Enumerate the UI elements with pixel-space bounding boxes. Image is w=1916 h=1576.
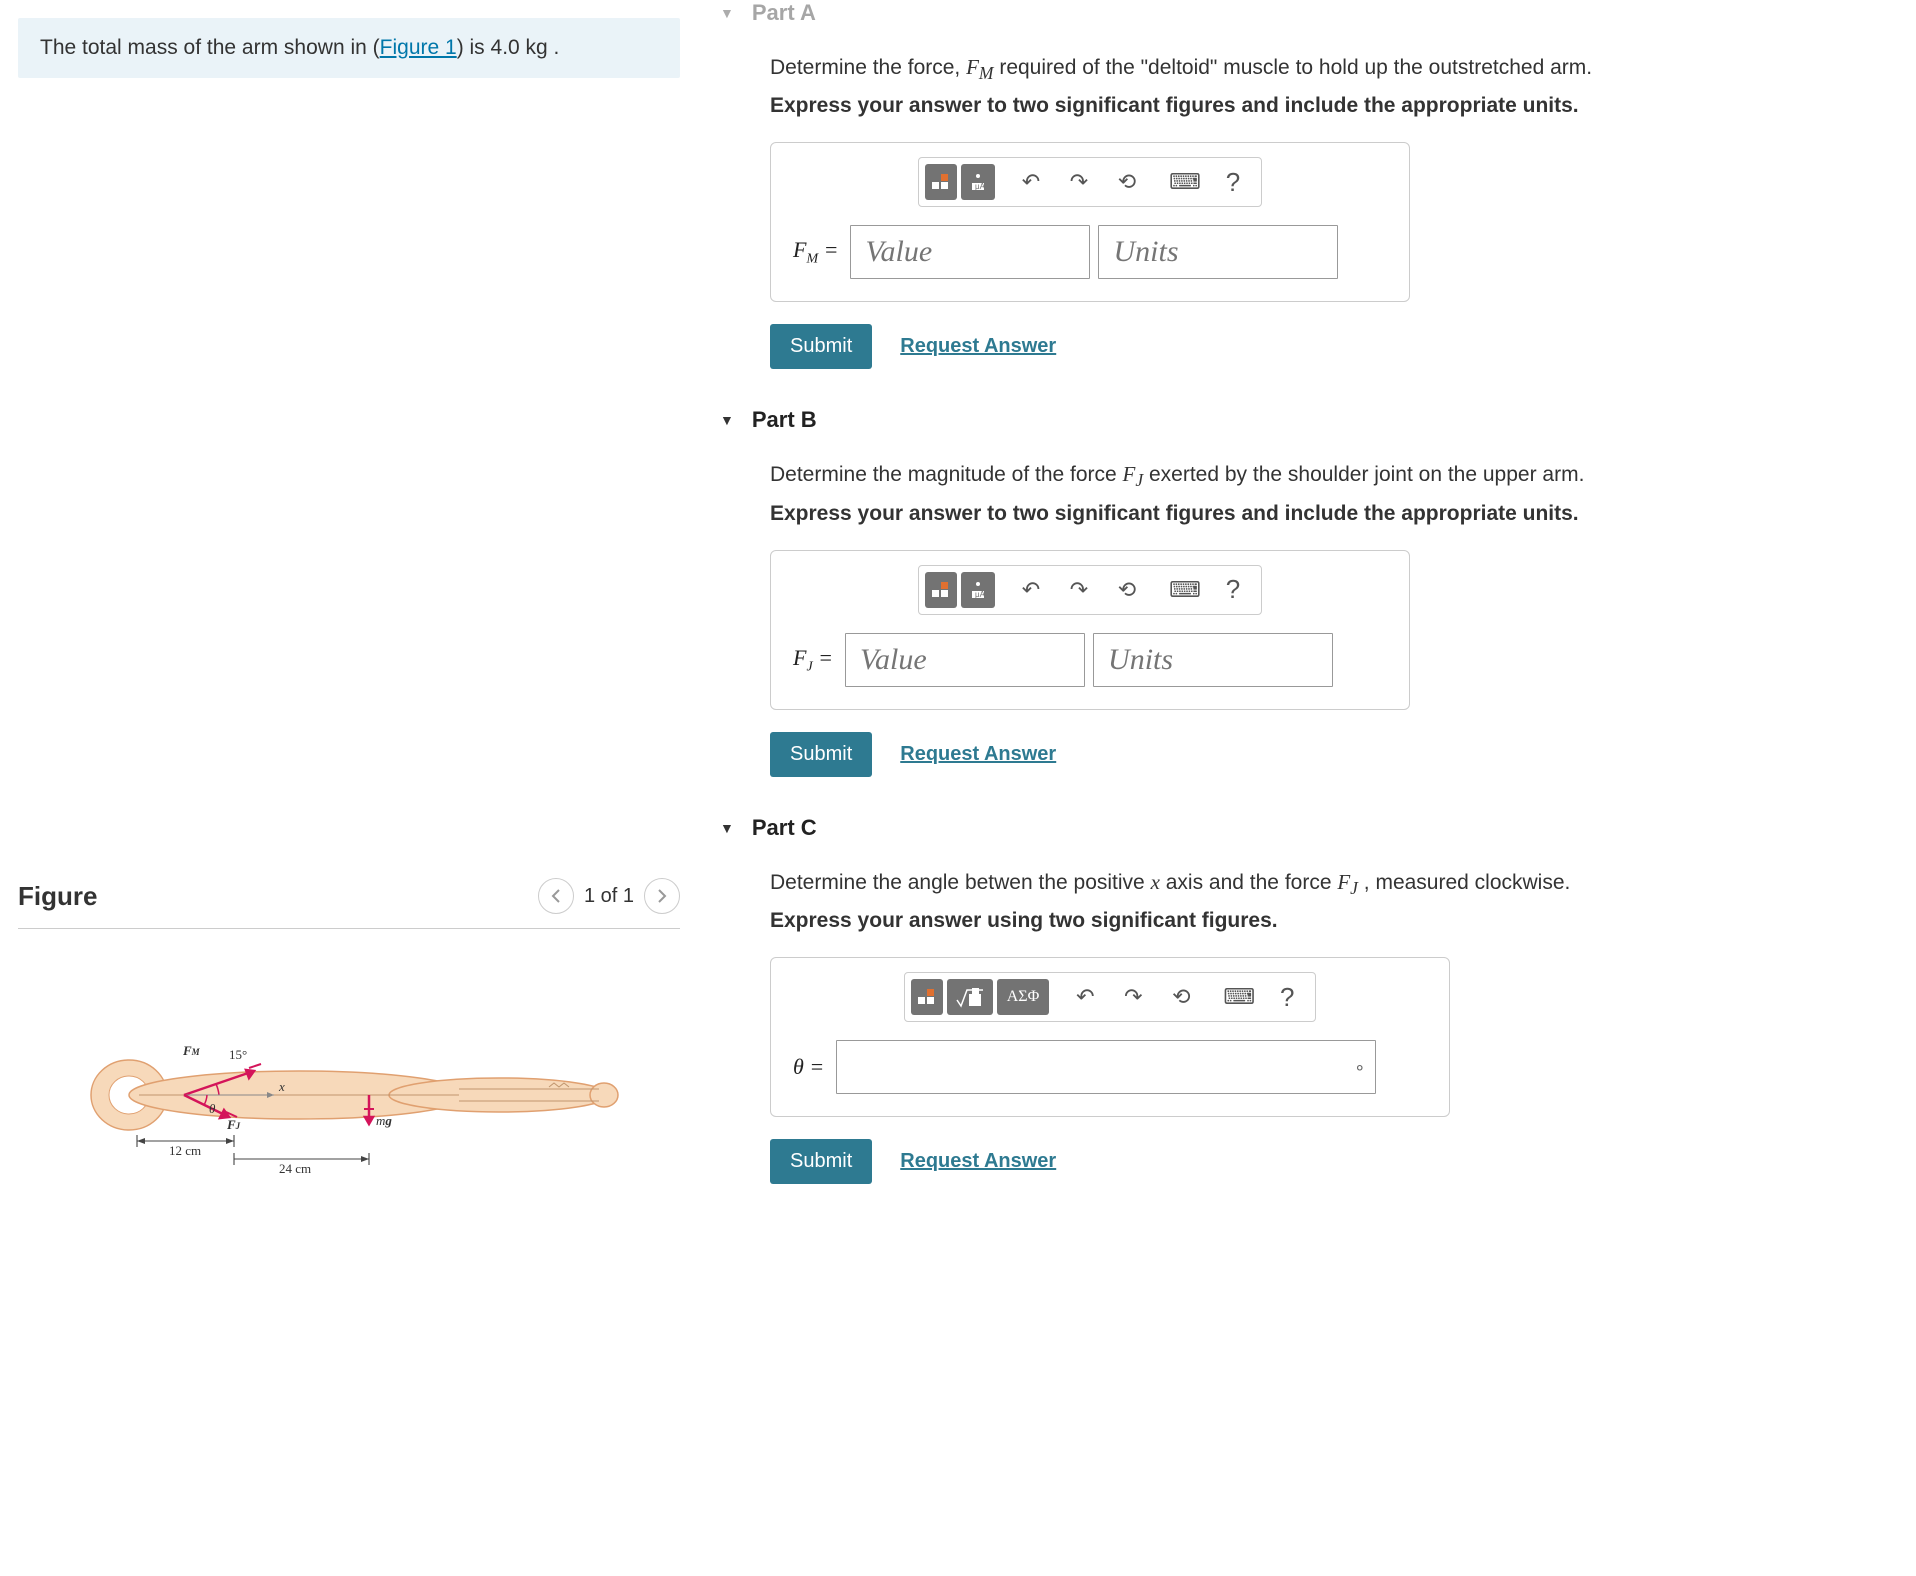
figure-link[interactable]: Figure 1	[380, 36, 457, 59]
part-c-question: Determine the angle betwen the positive …	[770, 867, 1886, 901]
answer-label: θ =	[789, 1054, 828, 1080]
part-a-title[interactable]: Part A	[752, 0, 816, 26]
answer-label: FM =	[789, 237, 842, 267]
help-icon[interactable]: ?	[1265, 979, 1309, 1015]
part-a-question: Determine the force, FM required of the …	[770, 52, 1886, 86]
keyboard-icon[interactable]: ⌨	[1163, 572, 1207, 608]
part-b-hint: Express your answer to two significant f…	[770, 502, 1886, 526]
request-answer-link[interactable]: Request Answer	[900, 743, 1056, 766]
figure-diagram: FM 15° x FJ θ mg 12 cm 24 cm	[18, 929, 680, 1234]
request-answer-link[interactable]: Request Answer	[900, 1150, 1056, 1173]
part-c-hint: Express your answer using two significan…	[770, 909, 1886, 933]
units-input[interactable]	[1093, 633, 1333, 687]
template-icon[interactable]	[925, 572, 957, 608]
svg-text:24 cm: 24 cm	[279, 1161, 311, 1176]
svg-text:θ: θ	[209, 1101, 216, 1116]
figure-title: Figure	[18, 881, 97, 912]
svg-text:μA: μA	[975, 182, 986, 191]
units-input[interactable]	[1098, 225, 1338, 279]
problem-statement: The total mass of the arm shown in (Figu…	[18, 18, 680, 78]
reset-icon[interactable]: ⟲	[1105, 164, 1149, 200]
theta-input[interactable]	[836, 1040, 1376, 1094]
svg-text:mg: mg	[376, 1113, 392, 1128]
value-input[interactable]	[850, 225, 1090, 279]
figure-counter: 1 of 1	[584, 885, 634, 908]
submit-button[interactable]: Submit	[770, 732, 872, 777]
undo-icon[interactable]: ↶	[1009, 164, 1053, 200]
answer-toolbar: μA ↶ ↷ ⟲ ⌨ ?	[918, 157, 1262, 207]
chevron-down-icon: ▼	[720, 412, 734, 428]
submit-button[interactable]: Submit	[770, 324, 872, 369]
keyboard-icon[interactable]: ⌨	[1163, 164, 1207, 200]
redo-icon[interactable]: ↷	[1111, 979, 1155, 1015]
sqrt-icon[interactable]	[947, 979, 993, 1015]
figure-next-button[interactable]	[644, 878, 680, 914]
svg-text:FJ: FJ	[226, 1117, 241, 1132]
subscript-icon[interactable]: μA	[961, 572, 995, 608]
svg-text:x: x	[278, 1079, 285, 1094]
figure-prev-button[interactable]	[538, 878, 574, 914]
degree-symbol: ∘	[1354, 1057, 1365, 1078]
redo-icon[interactable]: ↷	[1057, 572, 1101, 608]
part-a-hint: Express your answer to two significant f…	[770, 94, 1886, 118]
svg-text:FM: FM	[182, 1043, 201, 1058]
help-icon[interactable]: ?	[1211, 572, 1255, 608]
value-input[interactable]	[845, 633, 1085, 687]
answer-label: FJ =	[789, 645, 837, 675]
answer-toolbar: ΑΣΦ ↶ ↷ ⟲ ⌨ ?	[904, 972, 1317, 1022]
template-icon[interactable]	[925, 164, 957, 200]
undo-icon[interactable]: ↶	[1063, 979, 1107, 1015]
subscript-icon[interactable]: μA	[961, 164, 995, 200]
chevron-down-icon: ▼	[720, 820, 734, 836]
template-icon[interactable]	[911, 979, 943, 1015]
reset-icon[interactable]: ⟲	[1105, 572, 1149, 608]
answer-toolbar: μA ↶ ↷ ⟲ ⌨ ?	[918, 565, 1262, 615]
chevron-down-icon: ▼	[720, 5, 734, 21]
svg-text:μA: μA	[975, 590, 986, 599]
svg-text:12 cm: 12 cm	[169, 1143, 201, 1158]
undo-icon[interactable]: ↶	[1009, 572, 1053, 608]
part-c-title[interactable]: Part C	[752, 815, 817, 841]
submit-button[interactable]: Submit	[770, 1139, 872, 1184]
svg-text:15°: 15°	[229, 1047, 247, 1062]
part-b-title[interactable]: Part B	[752, 407, 817, 433]
help-icon[interactable]: ?	[1211, 164, 1255, 200]
reset-icon[interactable]: ⟲	[1159, 979, 1203, 1015]
keyboard-icon[interactable]: ⌨	[1217, 979, 1261, 1015]
greek-icon[interactable]: ΑΣΦ	[997, 979, 1050, 1015]
request-answer-link[interactable]: Request Answer	[900, 335, 1056, 358]
redo-icon[interactable]: ↷	[1057, 164, 1101, 200]
part-b-question: Determine the magnitude of the force FJ …	[770, 459, 1886, 493]
